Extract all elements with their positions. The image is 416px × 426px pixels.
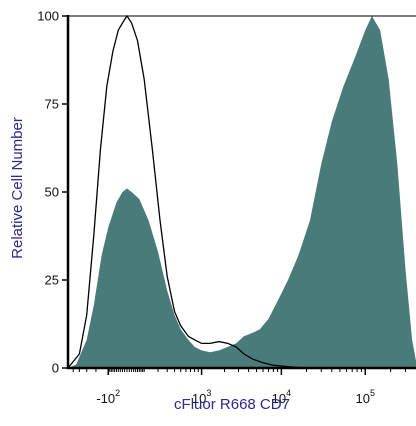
- control-histogram-outline: [67, 14, 416, 369]
- y-tick-label: 25: [45, 273, 59, 288]
- y-tick-label: 50: [45, 185, 59, 200]
- y-tick-label: 0: [52, 361, 59, 376]
- y-tick-label: 75: [45, 97, 59, 112]
- filled-histogram-series: [68, 16, 416, 368]
- plot-area: [67, 14, 416, 369]
- x-tick-label: 105: [356, 388, 375, 406]
- x-tick-label: -102: [96, 388, 120, 406]
- y-tick-label: 100: [37, 9, 59, 24]
- y-axis-label: Relative Cell Number: [9, 117, 26, 259]
- x-axis-label: cFluor R668 CD7: [174, 396, 290, 413]
- x-tick-label: 103: [192, 388, 211, 406]
- x-tick-label: 104: [272, 388, 291, 406]
- axes: 0 25 50 75 100 -102 103 104 105: [37, 9, 416, 406]
